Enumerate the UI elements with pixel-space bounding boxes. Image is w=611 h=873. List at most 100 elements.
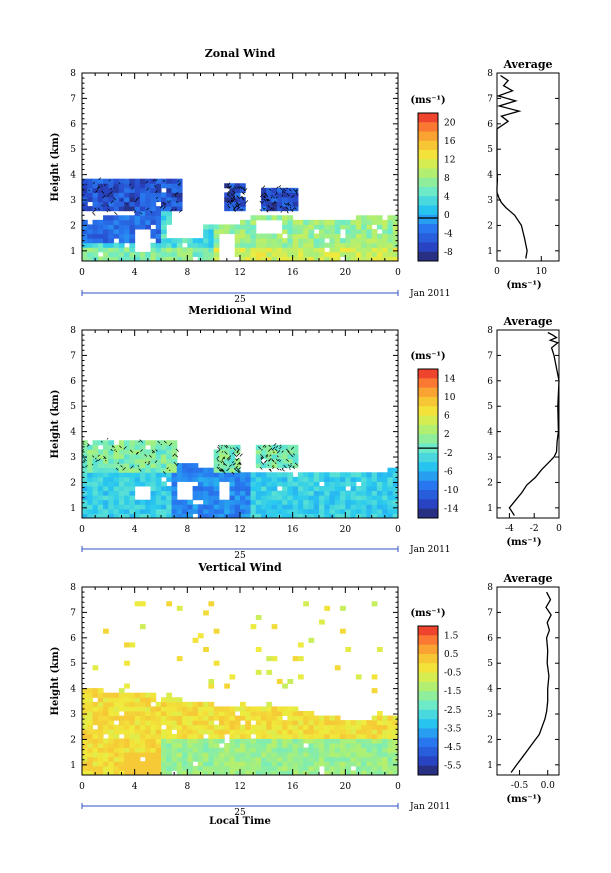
field-cell: [240, 742, 246, 749]
field-cell: [292, 196, 299, 203]
field-cell: [382, 508, 388, 514]
colorbar-swatch: [418, 122, 438, 132]
field-cell: [308, 513, 315, 518]
field-cell: [308, 752, 315, 758]
field-cell: [171, 178, 178, 184]
field-cell: [166, 720, 173, 726]
field-cell: [155, 210, 162, 216]
field-cell: [250, 765, 257, 771]
field-cell: [229, 183, 236, 189]
field-cell: [350, 499, 357, 505]
field-cell: [87, 256, 94, 261]
field-cell: [134, 201, 141, 207]
contour-mark: [83, 459, 86, 462]
field-cell: [261, 444, 267, 450]
field-cell: [345, 765, 352, 771]
field-cell: [176, 178, 183, 184]
field-cell: [103, 495, 109, 501]
field-cell: [171, 706, 178, 712]
field-cell: [308, 738, 315, 744]
field-cell: [292, 508, 299, 514]
field-cell: [271, 490, 278, 496]
field-cell: [287, 224, 294, 230]
field-cell: [297, 729, 304, 735]
field-cell: [376, 485, 383, 492]
field-cell: [398, 716, 404, 721]
field-cell: [203, 738, 209, 744]
field-cell: [82, 761, 88, 767]
avg-x-tick-label: 0: [556, 524, 562, 534]
field-cell: [361, 747, 367, 753]
field-cell: [303, 752, 309, 758]
field-cell: [82, 440, 88, 446]
field-cell: [345, 481, 352, 487]
field-cell: [387, 770, 394, 775]
contour-mark: [217, 444, 220, 447]
field-cell: [398, 766, 404, 771]
field-cell: [340, 472, 346, 478]
field-cell: [118, 738, 125, 744]
contour-mark: [274, 200, 277, 203]
field-cell: [240, 499, 246, 505]
field-cell: [250, 499, 257, 505]
field-cell: [92, 752, 99, 758]
field-cell: [245, 729, 252, 735]
field-cell: [276, 747, 283, 753]
contour-mark: [129, 183, 132, 186]
field-cell: [392, 224, 398, 230]
field-cell: [387, 215, 394, 221]
field-cell: [82, 733, 88, 739]
contour-mark: [98, 177, 102, 181]
field-cell: [229, 444, 236, 450]
field-cell: [334, 256, 341, 261]
field-cell: [271, 481, 278, 487]
contour-mark: [287, 464, 290, 467]
field-cell: [382, 715, 388, 721]
field-cell: [271, 472, 278, 478]
field-cell: [271, 770, 278, 775]
field-cell: [376, 215, 383, 221]
field-cell: [245, 256, 252, 261]
field-cell: [361, 247, 367, 253]
field-cell: [161, 756, 167, 762]
field-cell: [208, 706, 215, 712]
field-cell: [224, 453, 230, 460]
field-cell: [87, 747, 94, 753]
field-cell: [129, 215, 136, 221]
field-cell: [171, 472, 178, 478]
field-cell: [292, 733, 299, 739]
field-cell: [240, 504, 246, 510]
field-cell: [282, 192, 288, 198]
field-cell: [124, 499, 130, 505]
field-cell: [161, 742, 167, 749]
field-cell: [97, 697, 104, 703]
field-cell: [234, 729, 241, 735]
field-cell: [271, 742, 278, 749]
field-cell: [261, 187, 267, 193]
field-cell: [208, 238, 215, 244]
field-cell: [297, 242, 304, 248]
field-cell: [92, 247, 99, 253]
field-cell: [334, 508, 341, 514]
contour-mark: [272, 207, 275, 210]
field-cell: [213, 742, 220, 749]
field-cell: [376, 710, 383, 717]
field-cell: [118, 724, 125, 730]
field-cell: [113, 453, 120, 460]
contour-mark: [220, 461, 223, 464]
contour-mark: [237, 205, 240, 208]
field-cell: [392, 756, 398, 762]
field-cell: [134, 224, 141, 230]
field-cell: [340, 251, 346, 257]
month-label: Jan 2011: [409, 545, 451, 555]
field-cell: [103, 440, 109, 446]
field-cell: [166, 247, 173, 253]
field-cell: [166, 201, 173, 207]
field-cell: [303, 476, 309, 482]
field-cell: [319, 485, 325, 492]
avg-y-tick-label: 7: [487, 94, 493, 104]
field-cell: [297, 247, 304, 253]
field-cell: [224, 765, 230, 771]
field-cell: [371, 724, 378, 730]
field-cell: [218, 752, 225, 758]
